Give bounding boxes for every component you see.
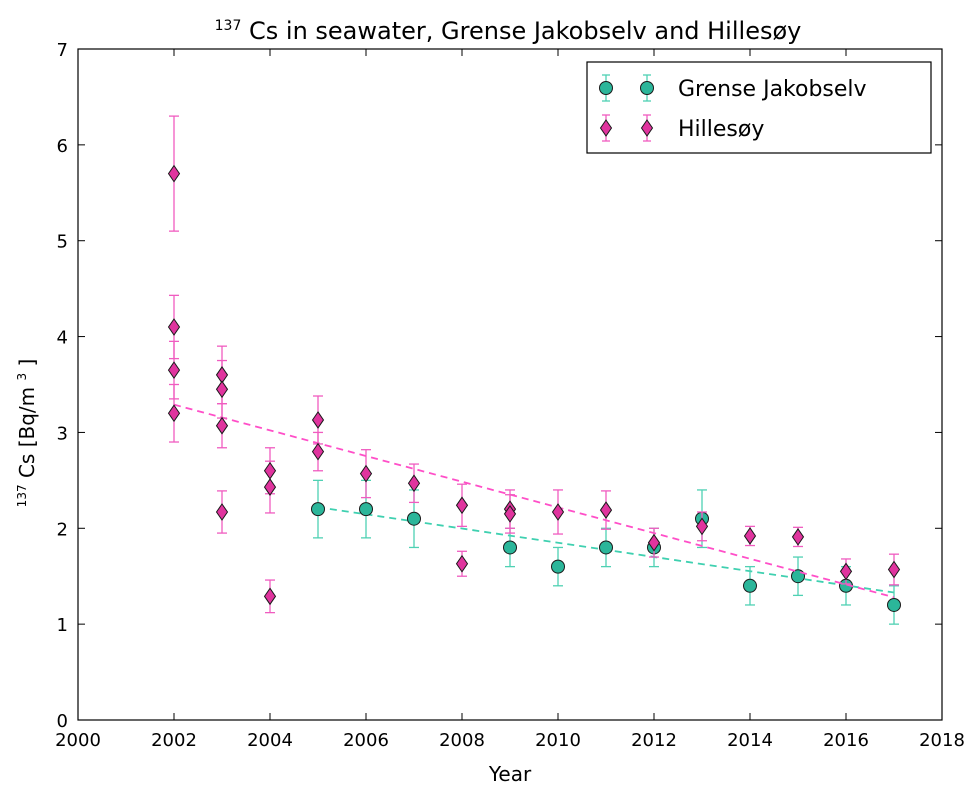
plot-layer: [167, 115, 901, 625]
data-point: [551, 559, 565, 574]
data-point: [167, 164, 181, 183]
x-tick-label: 2012: [631, 730, 677, 751]
data-point: [407, 511, 421, 526]
data-point: [263, 461, 277, 480]
y-tick-label: 5: [57, 232, 68, 253]
x-tick-label: 2006: [343, 730, 389, 751]
data-point: [407, 474, 421, 493]
y-tick-label: 1: [57, 615, 68, 636]
data-point: [311, 442, 325, 461]
y-axis-label-superscript: 137: [15, 484, 29, 507]
data-point: [215, 503, 229, 521]
y-axis-label: 137 Cs [Bq/m 3 ]: [7, 359, 39, 508]
series-hillesoy: [167, 115, 901, 614]
data-point: [167, 361, 181, 380]
data-point: [167, 404, 181, 423]
data-point: [791, 569, 805, 584]
legend-label: Hillesøy: [678, 117, 764, 142]
x-tick-label: 2002: [151, 730, 197, 751]
ticks-layer: 2000 2002 2004 2006 2008 2010 2012 2014 2016 2018…: [55, 40, 965, 751]
x-tick-label: 2004: [247, 730, 293, 751]
data-point: [599, 540, 613, 555]
y-axis-label-end: ]: [15, 359, 39, 367]
data-point: [743, 527, 757, 545]
data-point: [503, 505, 517, 523]
data-point: [503, 540, 517, 555]
chart-title-text: Cs in seawater, Grense Jakobselv and Hil…: [249, 17, 801, 45]
data-point: [887, 597, 901, 612]
legend-marker: [640, 119, 654, 137]
x-axis-label: Year: [488, 762, 532, 786]
data-point: [311, 411, 325, 429]
data-point: [647, 533, 661, 552]
legend: Grense Jakobselv Hillesøy: [586, 61, 932, 154]
y-tick-label: 4: [57, 328, 68, 349]
trend-line: [173, 403, 895, 599]
y-tick-label: 7: [57, 40, 68, 61]
y-tick-label: 0: [57, 711, 68, 732]
y-tick-label: 6: [57, 136, 68, 157]
x-tick-label: 2014: [727, 730, 773, 751]
data-point: [743, 578, 757, 593]
x-tick-label: 2010: [535, 730, 581, 751]
data-point: [167, 318, 181, 336]
x-tick-label: 2008: [439, 730, 485, 751]
data-point: [887, 560, 901, 579]
legend-marker: [599, 81, 613, 95]
y-axis-label-text: Cs [Bq/m: [15, 387, 39, 478]
data-point: [695, 517, 709, 536]
x-tick-label: 2000: [55, 730, 101, 751]
y-tick-label: 3: [57, 423, 68, 444]
y-axis-label-unit-superscript: 3: [15, 373, 29, 381]
chart-title-superscript: 137: [215, 18, 242, 34]
legend-items: Grense Jakobselv Hillesøy: [599, 74, 867, 142]
data-point: [455, 496, 469, 515]
data-point: [359, 502, 373, 517]
data-point: [791, 528, 805, 546]
plot-frame: [77, 48, 943, 721]
data-point: [551, 503, 565, 521]
legend-box: [586, 61, 932, 154]
legend-marker: [599, 119, 613, 137]
legend-marker: [640, 81, 654, 95]
x-tick-label: 2016: [823, 730, 869, 751]
x-tick-label: 2018: [919, 730, 965, 751]
data-point: [263, 478, 277, 496]
data-point: [359, 464, 373, 483]
chart-title: 137 Cs in seawater, Grense Jakobselv and…: [215, 8, 802, 45]
legend-label: Grense Jakobselv: [678, 77, 867, 102]
data-point: [311, 502, 325, 517]
data-point: [839, 562, 853, 581]
data-point: [599, 501, 613, 519]
y-tick-label: 2: [57, 519, 68, 540]
data-point: [215, 416, 229, 435]
data-point: [455, 554, 469, 573]
data-point: [215, 380, 229, 399]
data-point: [263, 587, 277, 606]
